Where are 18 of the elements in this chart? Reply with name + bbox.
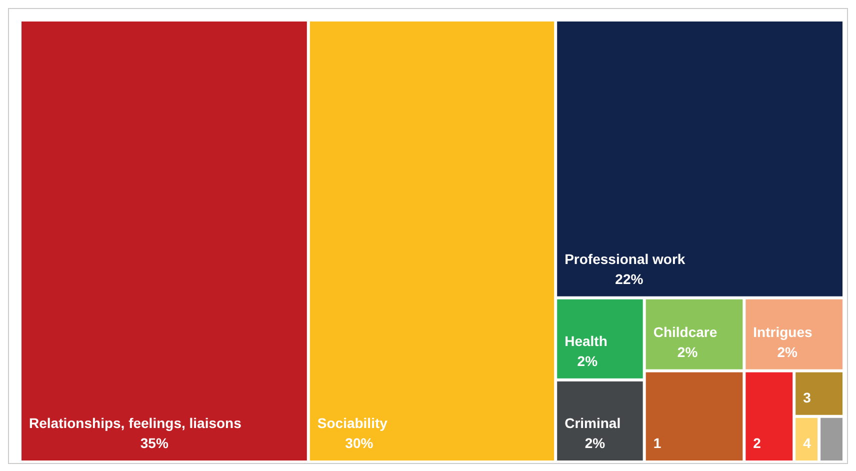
data-label: 30% [345,435,374,451]
data-label: 35% [140,435,169,451]
category-label: Childcare [653,324,718,340]
category-label: 3 [803,389,812,406]
data-label: 2% [677,344,698,360]
data-label: 2% [584,435,606,451]
category-label: 2 [753,435,762,451]
category-label: Sociability [317,415,388,431]
category-label: Health [564,332,608,349]
category-label: Intrigues [753,324,812,340]
category-label: Professional work [564,250,686,267]
category-label: Relationships, feelings, liaisons [29,415,242,431]
category-label: 1 [653,435,662,451]
data-label: 2% [577,352,598,369]
category-label: 4 [803,435,812,451]
category-label: Criminal [564,415,621,431]
data-label: 22% [615,270,644,287]
data-label: 2% [777,344,798,360]
